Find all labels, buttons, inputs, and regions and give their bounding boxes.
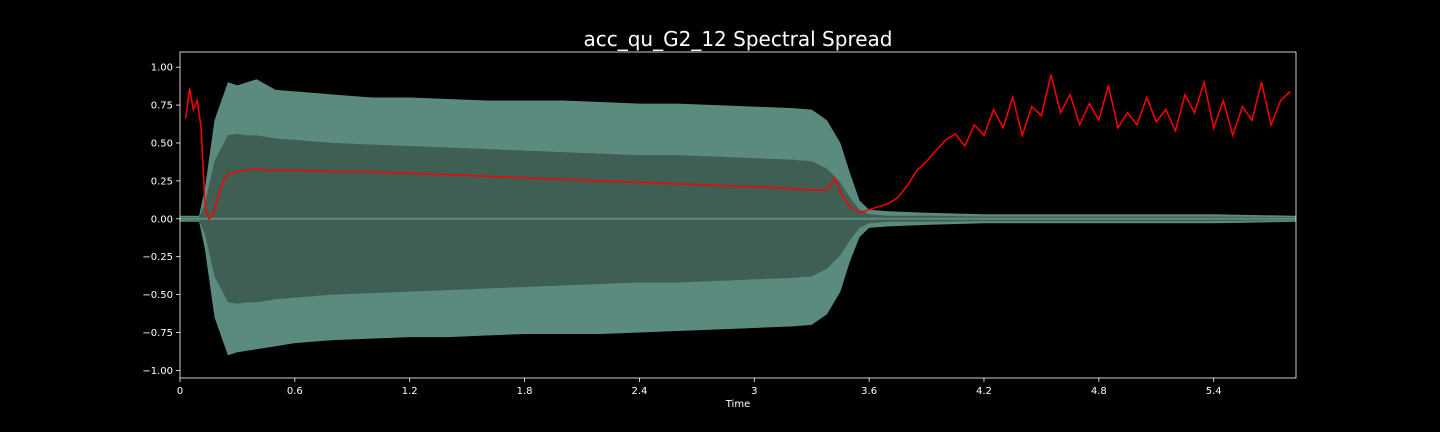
y-tick-label: −0.25 xyxy=(142,252,173,263)
y-tick-label: 0.00 xyxy=(151,214,173,225)
x-tick-label: 1.2 xyxy=(402,386,418,397)
x-tick-label: 0.6 xyxy=(287,386,303,397)
x-tick-label: 2.4 xyxy=(631,386,647,397)
x-axis-label: Time xyxy=(725,399,750,410)
y-tick-label: 1.00 xyxy=(151,63,173,74)
y-tick-label: 0.25 xyxy=(151,176,173,187)
x-axis: 0 0.6 1.2 1.8 2.4 3 3.6 4.2 4.8 5.4 xyxy=(177,378,1222,397)
y-tick-label: −0.50 xyxy=(142,290,173,301)
chart-title: acc_qu_G2_12 Spectral Spread xyxy=(583,27,892,51)
plot-frame xyxy=(179,51,1297,379)
y-tick-label: −1.00 xyxy=(142,366,173,377)
plot-area xyxy=(179,51,1297,379)
x-tick-label: 1.8 xyxy=(517,386,533,397)
x-tick-label: 3.6 xyxy=(861,386,877,397)
y-tick-label: −0.75 xyxy=(142,328,173,339)
series-line-spectral-spread xyxy=(184,74,1291,221)
y-tick-label: 0.75 xyxy=(151,101,173,112)
y-axis: −1.00 −0.75 −0.50 −0.25 0.00 0.25 0.50 0.75 1.00 xyxy=(142,63,180,377)
x-tick-label: 4.8 xyxy=(1091,386,1107,397)
x-tick-label: 5.4 xyxy=(1206,386,1222,397)
y-tick-label: 0.50 xyxy=(151,138,173,149)
x-tick-label: 3 xyxy=(751,386,757,397)
x-tick-label: 0 xyxy=(177,386,183,397)
x-tick-label: 4.2 xyxy=(976,386,992,397)
